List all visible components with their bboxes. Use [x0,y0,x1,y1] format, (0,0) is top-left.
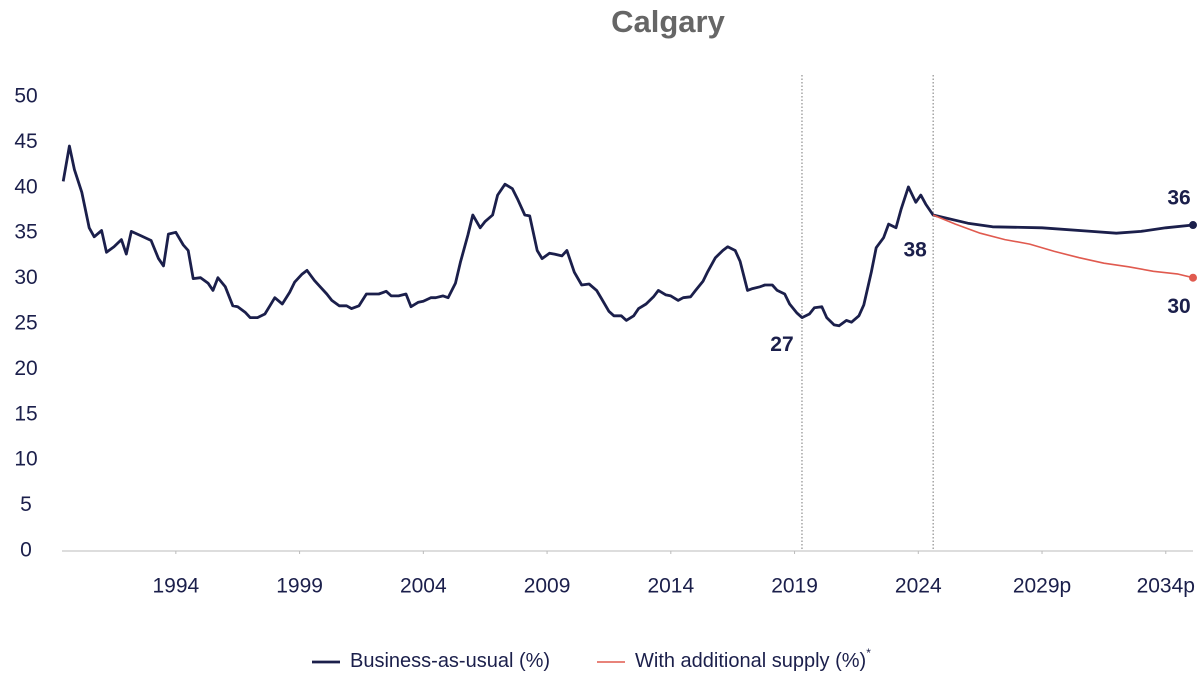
x-tick-label: 2014 [647,575,694,598]
y-tick-label: 15 [14,402,37,425]
y-tick-label: 20 [14,357,37,380]
end-marker [1189,273,1197,282]
y-tick-label: 0 [20,539,32,562]
x-tick-label: 2019 [771,575,818,598]
end-marker [1189,221,1197,230]
series-line [932,214,1194,279]
x-tick-label: 2024 [895,575,942,598]
end-label: 30 [1167,295,1190,318]
x-tick-label: 2029p [1013,575,1071,598]
legend-label: Business-as-usual (%) [350,650,550,672]
x-tick-label: 2034p [1137,575,1195,598]
x-tick-label: 2009 [524,575,571,598]
y-tick-label: 50 [14,85,37,108]
y-tick-label: 5 [20,493,32,516]
legend-text: With additional supply (%) [635,650,866,672]
legend-footnote: * [866,646,871,660]
chart-title: Calgary [611,4,725,39]
legend-text: Business-as-usual (%) [350,650,550,672]
annotation: 38 [903,239,927,262]
y-tick-label: 40 [14,175,37,198]
annotation: 27 [770,333,793,356]
series-line [61,144,1194,328]
end-label: 36 [1167,187,1190,210]
y-tick-label: 35 [14,221,37,244]
y-tick-label: 10 [14,448,37,471]
x-tick-label: 2004 [400,575,447,598]
x-tick-label: 1994 [152,575,199,598]
x-tick-label: 1999 [276,575,323,598]
y-tick-label: 45 [14,130,37,153]
y-tick-label: 30 [14,266,37,289]
legend-label: With additional supply (%)* [635,646,871,672]
y-tick-label: 25 [14,312,37,335]
